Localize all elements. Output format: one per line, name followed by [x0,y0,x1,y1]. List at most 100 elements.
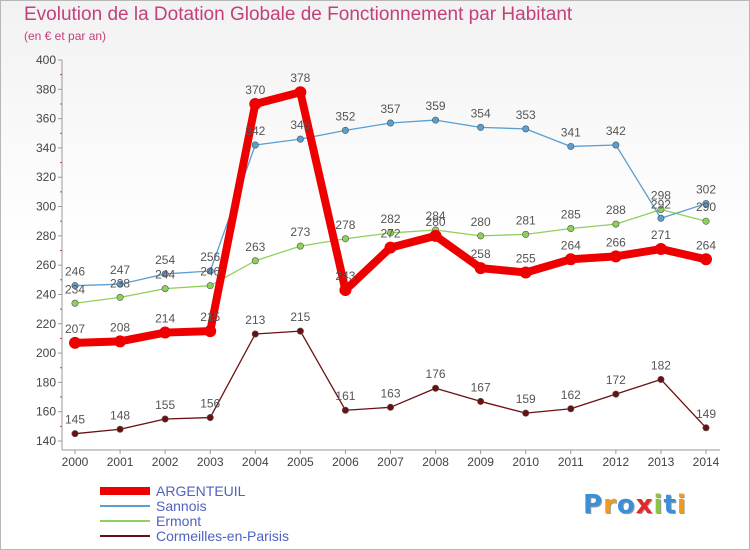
data-label: 370 [245,83,265,97]
data-label: 285 [561,208,581,222]
data-label: 214 [155,312,175,326]
legend: ARGENTEUIL Sannois Ermont Cormeilles-en-Par… [100,484,400,544]
legend-swatch [100,520,150,522]
data-label: 266 [606,235,626,249]
x-tick-label: 2013 [648,455,675,469]
y-tick-label: 240 [36,287,56,301]
y-tick-label: 320 [36,170,56,184]
data-label: 156 [200,397,220,411]
logo-letter: x [635,490,654,520]
x-tick-label: 2003 [197,455,224,469]
data-point [522,230,530,238]
data-label: 284 [426,209,446,223]
y-tick-label: 260 [36,258,56,272]
data-label: 176 [426,367,446,381]
data-point [386,119,394,127]
data-point [71,282,79,290]
data-point [159,326,172,339]
data-label: 280 [426,215,446,229]
data-label: 298 [651,188,671,202]
logo-letter: i [653,490,664,520]
y-tick-label: 140 [36,434,56,448]
data-label: 258 [471,247,491,261]
x-tick-label: 2010 [512,455,539,469]
data-label: 162 [561,388,581,402]
data-label: 273 [290,225,310,239]
data-label: 207 [65,322,85,336]
legend-swatch [100,487,150,495]
data-label: 159 [516,392,536,406]
data-point [386,403,394,411]
legend-item: Cormeilles-en-Parisis [100,529,400,544]
data-point [384,241,397,254]
data-label: 234 [65,282,85,296]
data-label: 246 [65,265,85,279]
data-point [251,141,259,149]
data-point [114,335,127,348]
data-point [609,250,622,263]
data-point [567,142,575,150]
data-label: 280 [471,215,491,229]
data-label: 155 [155,398,175,412]
data-point [204,325,217,338]
y-tick-label: 360 [36,112,56,126]
data-label: 342 [245,124,265,138]
data-point [294,86,307,99]
data-point [116,280,124,288]
data-point [341,126,349,134]
x-tick-label: 2001 [107,455,134,469]
data-label: 282 [380,212,400,226]
data-label: 255 [516,251,536,265]
y-tick-label: 380 [36,82,56,96]
data-label: 278 [335,218,355,232]
data-label: 357 [380,102,400,116]
x-tick-label: 2008 [422,455,449,469]
data-label: 182 [651,358,671,372]
data-point [474,262,487,275]
data-label: 354 [471,106,491,120]
data-point [567,225,575,233]
data-label: 292 [651,197,671,211]
data-label: 215 [200,310,220,324]
data-label: 208 [110,320,130,334]
data-point [116,425,124,433]
data-label: 149 [696,407,716,421]
data-label: 256 [200,250,220,264]
data-point [702,200,710,208]
data-point [161,270,169,278]
data-label: 163 [380,386,400,400]
data-point [477,232,485,240]
y-tick-label: 400 [36,53,56,67]
data-label: 238 [110,276,130,290]
legend-item: Ermont [100,514,400,529]
data-point [341,235,349,243]
x-tick-label: 2011 [558,455,584,469]
data-point [71,430,79,438]
y-tick-label: 280 [36,229,56,243]
x-tick-label: 2002 [152,455,179,469]
x-tick-label: 2004 [242,455,269,469]
x-tick-label: 2014 [693,455,720,469]
data-point [429,229,442,242]
logo-letter: r [603,490,617,520]
data-point [206,282,214,290]
data-label: 342 [606,124,626,138]
data-point [702,217,710,225]
data-point [71,299,79,307]
data-point [251,257,259,265]
data-label: 288 [606,203,626,217]
data-point [339,284,352,297]
legend-label: Cormeilles-en-Parisis [156,528,290,544]
legend-swatch [100,535,150,537]
data-label: 272 [380,227,400,241]
data-label: 243 [335,269,355,283]
logo-letter: t [663,490,677,520]
data-point [657,205,665,213]
logo-letter: i [676,490,687,520]
data-point [567,405,575,413]
legend-label: Sannois [156,498,207,514]
legend-item: ARGENTEUIL [100,484,400,499]
x-tick-label: 2005 [287,455,314,469]
